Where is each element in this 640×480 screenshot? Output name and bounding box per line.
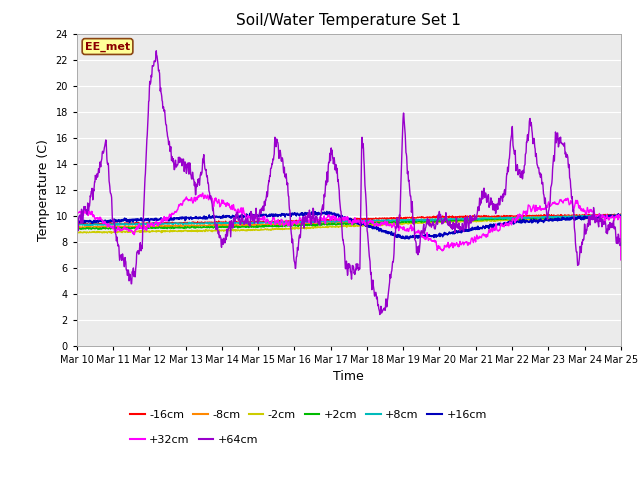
+2cm: [608, 213, 616, 218]
+2cm: [138, 225, 145, 231]
-2cm: [115, 228, 123, 234]
+64cm: [152, 48, 160, 54]
+64cm: [73, 277, 81, 283]
+64cm: [325, 159, 333, 165]
-16cm: [383, 215, 390, 221]
-8cm: [115, 223, 123, 229]
+8cm: [73, 221, 81, 227]
-8cm: [617, 212, 625, 218]
-8cm: [304, 219, 312, 225]
+32cm: [304, 218, 312, 224]
-2cm: [73, 229, 81, 235]
-2cm: [108, 230, 115, 236]
+32cm: [383, 220, 390, 226]
+2cm: [316, 221, 323, 227]
+16cm: [383, 228, 390, 234]
+8cm: [383, 218, 390, 224]
-16cm: [304, 218, 312, 224]
+16cm: [304, 210, 312, 216]
Line: +32cm: +32cm: [77, 193, 621, 260]
+16cm: [137, 215, 145, 221]
+64cm: [137, 248, 145, 254]
-8cm: [110, 225, 118, 231]
-16cm: [115, 221, 123, 227]
Line: +8cm: +8cm: [77, 215, 621, 226]
+8cm: [325, 218, 333, 224]
-8cm: [138, 224, 145, 229]
Line: +16cm: +16cm: [77, 212, 621, 239]
+16cm: [315, 211, 323, 217]
-8cm: [609, 212, 616, 218]
+32cm: [199, 190, 207, 196]
-8cm: [325, 220, 333, 226]
+2cm: [304, 223, 312, 228]
Line: -16cm: -16cm: [77, 214, 621, 225]
+32cm: [73, 250, 81, 256]
+8cm: [617, 212, 625, 218]
-16cm: [84, 222, 92, 228]
-16cm: [316, 217, 323, 223]
Legend: +32cm, +64cm: +32cm, +64cm: [126, 431, 262, 449]
-8cm: [73, 225, 81, 230]
+16cm: [617, 214, 625, 219]
+64cm: [316, 218, 323, 224]
+16cm: [405, 236, 413, 242]
Line: -8cm: -8cm: [77, 215, 621, 228]
+2cm: [94, 227, 102, 232]
Text: EE_met: EE_met: [85, 41, 130, 52]
+2cm: [73, 226, 81, 232]
-2cm: [325, 224, 333, 229]
Y-axis label: Temperature (C): Temperature (C): [36, 139, 50, 240]
+8cm: [316, 219, 323, 225]
Line: +64cm: +64cm: [77, 51, 621, 314]
+32cm: [115, 225, 123, 231]
-2cm: [617, 215, 625, 220]
-2cm: [383, 222, 390, 228]
+16cm: [115, 218, 123, 224]
-16cm: [138, 220, 145, 226]
+8cm: [138, 221, 145, 227]
Line: -2cm: -2cm: [77, 216, 621, 233]
-2cm: [304, 226, 312, 231]
+8cm: [612, 212, 620, 218]
+64cm: [617, 241, 625, 247]
+2cm: [383, 220, 390, 226]
Title: Soil/Water Temperature Set 1: Soil/Water Temperature Set 1: [236, 13, 461, 28]
+16cm: [73, 219, 81, 225]
+64cm: [383, 302, 391, 308]
-2cm: [610, 214, 618, 219]
-8cm: [383, 218, 390, 224]
+32cm: [325, 212, 333, 218]
+32cm: [617, 257, 625, 263]
+64cm: [115, 244, 123, 250]
+32cm: [137, 225, 145, 231]
-16cm: [325, 217, 333, 223]
+16cm: [325, 209, 333, 215]
+32cm: [316, 216, 323, 222]
+8cm: [304, 219, 312, 225]
+2cm: [325, 222, 333, 228]
+2cm: [115, 225, 123, 231]
-2cm: [138, 228, 145, 234]
+8cm: [115, 221, 123, 227]
+16cm: [323, 209, 331, 215]
X-axis label: Time: Time: [333, 370, 364, 383]
-8cm: [316, 220, 323, 226]
+8cm: [111, 223, 119, 228]
+2cm: [617, 213, 625, 218]
-2cm: [316, 225, 323, 230]
+64cm: [304, 213, 312, 218]
-16cm: [617, 211, 625, 217]
-16cm: [73, 221, 81, 227]
+64cm: [376, 312, 383, 317]
Line: +2cm: +2cm: [77, 216, 621, 229]
-16cm: [604, 211, 611, 217]
